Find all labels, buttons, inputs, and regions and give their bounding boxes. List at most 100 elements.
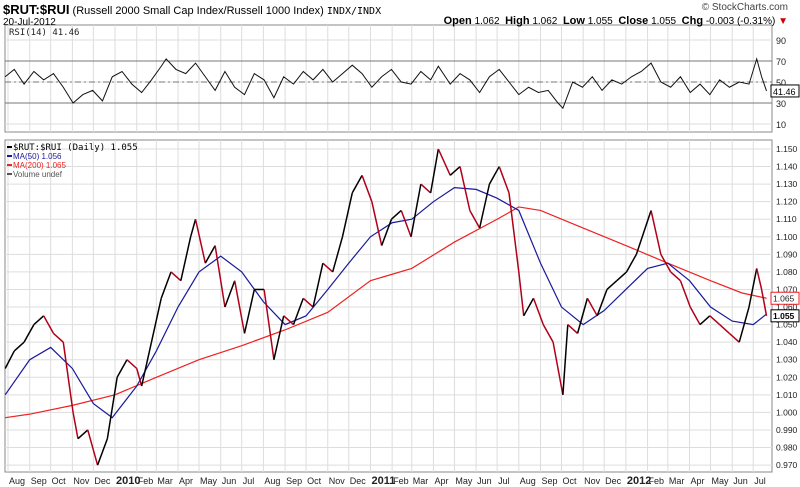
price-tick-label: 1.090 bbox=[776, 249, 798, 259]
price-segment bbox=[523, 297, 535, 317]
price-tick-label: 1.050 bbox=[776, 320, 798, 330]
x-tick-label: Jul bbox=[243, 476, 255, 486]
x-tick-label: Jul bbox=[498, 476, 510, 486]
price-segment bbox=[312, 262, 324, 308]
price-segment bbox=[243, 289, 256, 334]
rsi-tick-label: 30 bbox=[776, 99, 786, 109]
x-tick-label: Dec bbox=[350, 476, 367, 486]
price-segment bbox=[679, 280, 691, 308]
open-label: Open bbox=[443, 15, 472, 27]
price-segment bbox=[532, 297, 545, 325]
x-tick-label: Feb bbox=[393, 476, 409, 486]
price-segment bbox=[635, 210, 652, 255]
price-segment bbox=[616, 271, 628, 282]
x-tick-label: Jun bbox=[733, 476, 748, 486]
price-tick-label: 1.070 bbox=[776, 284, 798, 294]
chart-title: $RUT:$RUI (Russell 2000 Small Cap Index/… bbox=[3, 2, 381, 17]
x-tick-label: Mar bbox=[157, 476, 173, 486]
price-tick-label: 0.990 bbox=[776, 425, 798, 435]
x-tick-label: Mar bbox=[669, 476, 685, 486]
x-tick-label: Aug bbox=[264, 476, 280, 486]
x-tick-label: 2012 bbox=[627, 475, 651, 487]
price-segment bbox=[233, 280, 246, 334]
price-segment bbox=[140, 341, 153, 387]
price-segment bbox=[283, 315, 294, 326]
price-segment bbox=[292, 297, 304, 325]
rsi-line bbox=[4, 57, 767, 110]
price-segment bbox=[72, 412, 79, 439]
price-segment bbox=[331, 236, 344, 273]
price-segment bbox=[606, 280, 618, 291]
chg-value: -0.003 (-0.31%) bbox=[705, 16, 776, 27]
price-segment bbox=[567, 324, 579, 334]
price-segment bbox=[13, 341, 25, 352]
rsi-value-tag bbox=[770, 84, 800, 98]
x-tick-label: Nov bbox=[73, 476, 90, 486]
description: (Russell 2000 Small Cap Index/Russell 10… bbox=[72, 5, 324, 17]
price-segment bbox=[596, 289, 608, 317]
x-tick-label: Mar bbox=[413, 476, 429, 486]
x-tick-label: Jul bbox=[754, 476, 766, 486]
exchange: INDX/INDX bbox=[326, 6, 382, 17]
close-value: 1.055 bbox=[651, 16, 677, 27]
price-segment bbox=[429, 148, 440, 194]
rsi-tick-label: 70 bbox=[776, 57, 786, 67]
price-segment bbox=[469, 210, 481, 229]
x-tick-label: Jun bbox=[222, 476, 237, 486]
price-segment bbox=[273, 315, 285, 360]
price-segment bbox=[755, 268, 763, 290]
price-segment bbox=[748, 268, 758, 308]
price-panel bbox=[4, 139, 773, 473]
price-tick-label: 1.130 bbox=[776, 179, 798, 189]
price-tick-label: 1.140 bbox=[776, 162, 798, 172]
rsi-tick-label: 90 bbox=[776, 36, 786, 46]
price-segment bbox=[23, 324, 35, 343]
price-segment bbox=[302, 297, 314, 308]
x-tick-label: 2011 bbox=[371, 475, 395, 487]
price-segment bbox=[719, 324, 730, 334]
price-tick-label: 0.970 bbox=[776, 460, 798, 470]
rsi-panel bbox=[4, 24, 773, 133]
price-segment bbox=[518, 271, 525, 316]
chart-date: 20-Jul-2012 bbox=[3, 17, 56, 28]
legend-entry: Volume undef bbox=[13, 170, 63, 179]
price-segment bbox=[322, 262, 334, 273]
price-value-label: 1.055 bbox=[773, 311, 795, 321]
price-segment bbox=[4, 350, 15, 369]
x-tick-label: Sep bbox=[31, 476, 47, 486]
x-tick-label: Feb bbox=[138, 476, 154, 486]
price-segment bbox=[214, 245, 226, 308]
price-segment bbox=[625, 253, 638, 273]
price-segment bbox=[420, 183, 432, 194]
price-segment bbox=[660, 253, 672, 273]
price-segment bbox=[437, 148, 451, 176]
price-segment bbox=[170, 271, 182, 282]
price-segment bbox=[410, 183, 422, 237]
x-tick-label: Feb bbox=[649, 476, 665, 486]
close-label: Close bbox=[618, 15, 649, 27]
open-value: 1.062 bbox=[474, 16, 500, 27]
x-tick-label: Apr bbox=[434, 476, 448, 486]
price-segment bbox=[488, 166, 500, 185]
x-tick-label: Sep bbox=[286, 476, 302, 486]
price-segment bbox=[371, 201, 383, 246]
price-segment bbox=[670, 271, 681, 282]
price-tick-label: 1.100 bbox=[776, 232, 798, 242]
price-segment bbox=[650, 210, 662, 255]
high-value: 1.062 bbox=[532, 16, 558, 27]
x-tick-label: Nov bbox=[329, 476, 346, 486]
x-tick-label: Nov bbox=[584, 476, 601, 486]
low-label: Low bbox=[562, 15, 585, 27]
x-tick-label: Sep bbox=[542, 476, 558, 486]
price-segment bbox=[150, 298, 162, 343]
price-segment bbox=[116, 359, 128, 378]
price-tick-label: 1.080 bbox=[776, 267, 798, 277]
x-tick-label: Aug bbox=[520, 476, 536, 486]
rsi-value-label: 41.46 bbox=[773, 87, 796, 97]
price-value-tag bbox=[770, 309, 800, 323]
price-segment bbox=[709, 315, 721, 326]
x-tick-label: Apr bbox=[179, 476, 193, 486]
rsi-legend: RSI(14) 41.46 bbox=[9, 28, 79, 38]
price-tick-label: 1.060 bbox=[776, 302, 798, 312]
